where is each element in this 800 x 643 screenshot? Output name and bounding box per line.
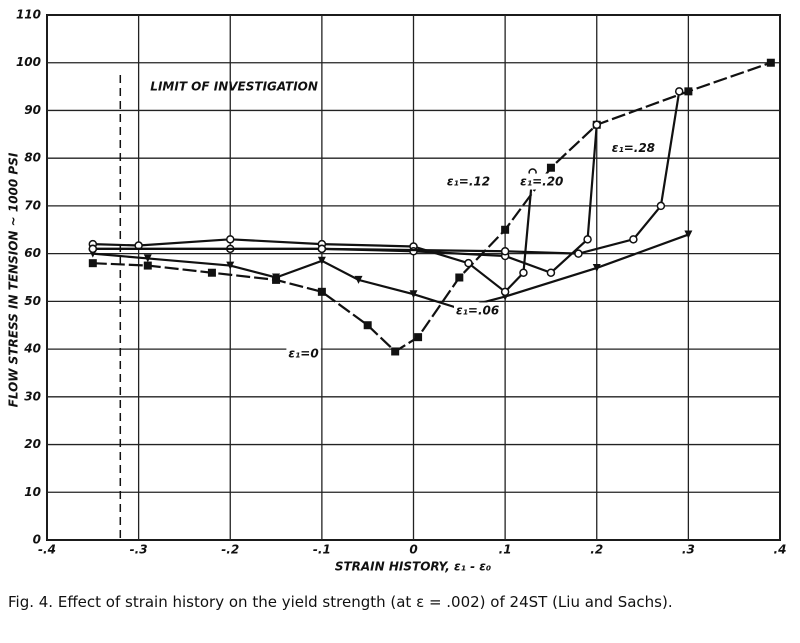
point [354, 275, 363, 284]
point [464, 258, 473, 268]
annotation: LIMIT OF INVESTIGATION [150, 80, 318, 94]
point [583, 235, 592, 244]
y-tick-label: 70 [24, 198, 41, 212]
y-tick-label: 100 [16, 55, 41, 69]
point [88, 259, 97, 268]
y-tick-label: 90 [24, 103, 41, 117]
x-tick-label: -.2 [221, 543, 239, 557]
x-tick-label: -.1 [313, 543, 331, 557]
point [226, 261, 235, 270]
curve-label-bg [454, 302, 502, 319]
series-line [92, 124, 598, 274]
x-tick-label: .3 [682, 543, 695, 557]
point [143, 254, 152, 263]
point [546, 268, 556, 277]
point [226, 235, 235, 244]
point [317, 287, 326, 296]
point [414, 333, 423, 342]
x-axis-label: STRAIN HISTORY, ε₁ - ε₀ [335, 560, 492, 574]
point [592, 263, 601, 272]
x-tick-label: .2 [590, 543, 603, 557]
chart: FLOW STRESS IN TENSION ~ 1000 PSI STRAIN… [7, 8, 787, 574]
curve-label: ε₁=.12 [447, 175, 490, 189]
point [656, 201, 666, 211]
curve-label-bg [286, 345, 321, 362]
point [574, 249, 583, 258]
x-tick-label: .4 [774, 543, 787, 557]
point [455, 273, 464, 282]
point [207, 268, 216, 277]
point [500, 287, 510, 297]
curve-label: ε₁=.06 [456, 303, 499, 317]
y-tick-label: 20 [24, 437, 41, 451]
y-tick-label: 30 [24, 389, 41, 403]
point [500, 247, 510, 256]
y-tick-label: 110 [16, 8, 41, 22]
point [143, 261, 152, 270]
point [766, 58, 775, 67]
series-line [92, 91, 681, 255]
point [674, 87, 684, 96]
point [592, 120, 601, 130]
point [546, 163, 555, 172]
point [363, 321, 372, 330]
point [88, 244, 98, 254]
y-tick-label: 10 [24, 485, 41, 499]
point [629, 235, 638, 244]
x-tick-label: -.4 [38, 543, 56, 557]
curve-label-bg [518, 173, 566, 190]
y-tick-label: 0 [33, 533, 41, 547]
point [272, 273, 281, 282]
curve-label: ε₁=0 [288, 346, 318, 360]
curve-label: ε₁=.28 [612, 141, 655, 155]
curve-label-bg [609, 140, 658, 157]
point [409, 247, 418, 256]
y-axis-label: FLOW STRESS IN TENSION ~ 1000 PSI [7, 152, 21, 407]
curve-label-bg [444, 173, 493, 190]
series-line [92, 61, 772, 353]
point [501, 225, 510, 234]
point [684, 230, 693, 239]
x-tick-label: -.3 [130, 543, 148, 557]
x-tick-label: .1 [499, 543, 512, 557]
point [391, 347, 400, 356]
y-tick-label: 60 [24, 246, 41, 260]
point [317, 256, 326, 265]
caption: Fig. 4. Effect of strain history on the … [8, 593, 673, 611]
point [409, 290, 418, 299]
y-tick-label: 50 [24, 294, 41, 308]
y-tick-label: 40 [23, 342, 41, 356]
y-tick-label: 80 [24, 151, 41, 165]
x-tick-label: 0 [409, 543, 417, 557]
curve-label: ε₁=.20 [520, 175, 563, 189]
series-line [92, 172, 534, 294]
point [519, 268, 528, 277]
point [317, 244, 327, 254]
point [684, 87, 693, 96]
